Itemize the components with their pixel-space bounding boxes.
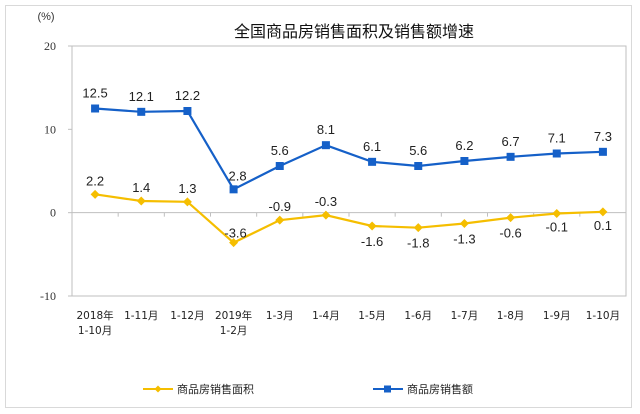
data-label: 1.4 xyxy=(132,180,150,195)
diamond-marker xyxy=(506,213,516,223)
data-label: 7.1 xyxy=(548,131,566,146)
diamond-marker xyxy=(275,215,285,225)
diamond-marker xyxy=(321,210,331,220)
x-tick-label: 1-6月 xyxy=(404,310,432,322)
square-marker xyxy=(183,107,192,115)
data-label: -0.1 xyxy=(546,220,568,235)
data-label: -3.6 xyxy=(224,226,246,241)
x-tick-label: 1-3月 xyxy=(266,310,294,322)
square-marker xyxy=(460,157,469,165)
data-label: 8.1 xyxy=(317,122,335,137)
y-axis-unit-label: (%) xyxy=(37,11,54,23)
x-tick-label: 1-10月 xyxy=(78,325,112,337)
data-label: 2.8 xyxy=(229,168,247,183)
y-tick-label: -10 xyxy=(40,289,56,303)
data-label: -1.3 xyxy=(453,232,475,247)
square-marker xyxy=(506,152,515,161)
data-label: 12.2 xyxy=(175,88,200,103)
series-line xyxy=(94,193,603,244)
legend-label: 商品房销售额 xyxy=(407,382,473,396)
diamond-marker xyxy=(90,189,100,199)
data-label: 6.7 xyxy=(502,134,520,149)
legend: 商品房销售面积 商品房销售额 xyxy=(143,382,473,396)
data-label: 1.3 xyxy=(178,181,196,196)
x-tick-label: 1-4月 xyxy=(312,310,340,322)
series-sales-area: 2.2 1.4 1.3 -3.6 -0.9 -0.3 -1.6 -1.8 -1.3 -0.6 -0.… xyxy=(86,173,612,250)
diamond-marker xyxy=(136,196,146,206)
diamond-marker-icon xyxy=(154,385,162,393)
data-label: 5.6 xyxy=(409,143,427,158)
y-tick-label: 10 xyxy=(44,122,56,136)
square-marker xyxy=(321,141,330,150)
legend-item-sales-area[interactable]: 商品房销售面积 xyxy=(143,382,254,396)
x-tick-label: 1-7月 xyxy=(451,310,479,322)
diamond-marker xyxy=(229,238,239,248)
square-marker xyxy=(598,147,607,156)
chart-title: 全国商品房销售面积及销售额增速 xyxy=(234,23,474,41)
data-label: 0.1 xyxy=(594,218,612,233)
diamond-marker xyxy=(598,207,608,217)
x-tick-label: 1-10月 xyxy=(586,310,620,322)
square-marker xyxy=(368,157,377,166)
y-axis: 20 10 0 -10 xyxy=(40,39,72,303)
x-tick-label: 1-9月 xyxy=(543,310,571,322)
data-label: 5.6 xyxy=(271,143,289,158)
plot-area xyxy=(71,45,627,297)
series-sales-amount: 12.5 12.1 12.2 2.8 5.6 8.1 6.1 5.6 6.2 6.7 7.1 7.3 xyxy=(82,86,612,194)
x-axis: 2018年 1-10月 1-11月 1-12月 2019年 1-2月 1-3月 1-4月 1-5… xyxy=(72,212,626,337)
diamond-marker xyxy=(367,221,377,231)
series-line xyxy=(95,107,603,191)
diamond-marker xyxy=(459,219,469,228)
data-label: -1.8 xyxy=(407,236,429,251)
square-marker xyxy=(91,104,100,113)
diamond-marker xyxy=(182,197,192,207)
x-tick-label: 1-11月 xyxy=(124,310,158,322)
x-tick-label: 1-5月 xyxy=(358,310,386,322)
square-marker xyxy=(229,185,238,194)
x-tick-label: 1-8月 xyxy=(497,310,525,322)
data-label: 12.1 xyxy=(129,89,154,104)
data-label: -1.6 xyxy=(361,234,383,249)
data-label: 12.5 xyxy=(82,86,107,101)
square-marker xyxy=(137,107,146,116)
data-label: -0.9 xyxy=(269,199,291,214)
x-tick-label: 2019年 xyxy=(215,309,252,322)
x-tick-label: 2018年 xyxy=(76,309,113,322)
y-tick-label: 0 xyxy=(50,206,56,220)
data-label: 2.2 xyxy=(86,173,104,188)
legend-label: 商品房销售面积 xyxy=(177,382,254,396)
data-label: 6.2 xyxy=(455,138,473,153)
square-marker-icon xyxy=(384,385,391,393)
series-group: 2.2 1.4 1.3 -3.6 -0.9 -0.3 -1.6 -1.8 -1.3 -0.6 -0.… xyxy=(82,86,612,251)
square-marker xyxy=(414,162,423,170)
square-marker xyxy=(275,162,284,170)
legend-item-sales-amount[interactable]: 商品房销售额 xyxy=(373,382,473,396)
data-label: 7.3 xyxy=(594,129,612,144)
y-tick-label: 20 xyxy=(44,39,56,53)
x-tick-label: 1-12月 xyxy=(170,310,204,322)
data-label: 6.1 xyxy=(363,139,381,154)
x-tick-label: 1-2月 xyxy=(220,325,248,337)
data-label: -0.3 xyxy=(315,194,337,209)
square-marker xyxy=(552,149,561,158)
diamond-marker xyxy=(413,223,423,233)
data-label: -0.6 xyxy=(499,226,521,241)
diamond-marker xyxy=(552,209,562,218)
